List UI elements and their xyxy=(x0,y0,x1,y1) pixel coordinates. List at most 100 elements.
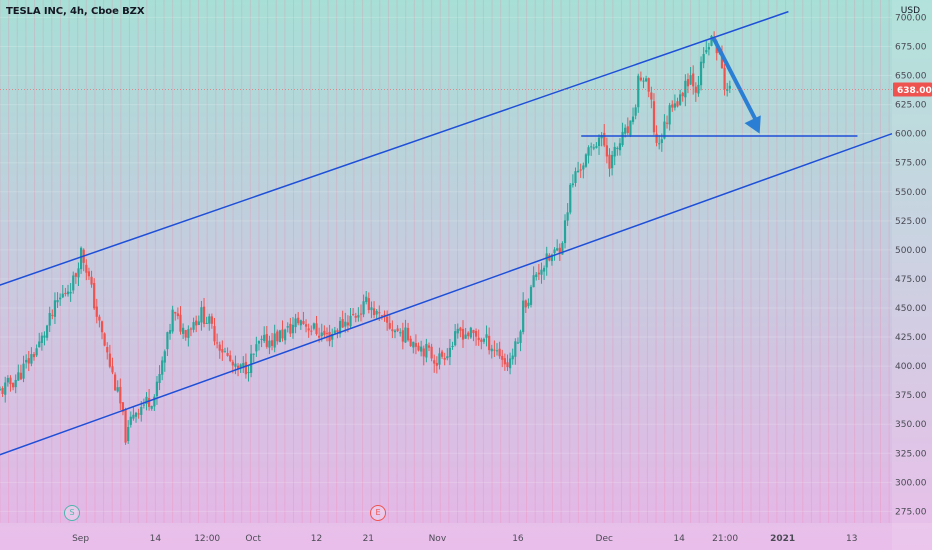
candle-up xyxy=(561,243,564,255)
candle-up xyxy=(158,374,161,383)
candle-down xyxy=(336,330,339,332)
candle-down xyxy=(176,313,179,317)
candle-up xyxy=(485,334,488,338)
candle-up xyxy=(553,249,556,254)
candle-up xyxy=(349,315,352,327)
candle-up xyxy=(247,372,250,374)
candle-down xyxy=(9,377,12,385)
candle-up xyxy=(522,300,525,332)
candle-down xyxy=(108,353,111,367)
x-tick-label: 21:00 xyxy=(712,534,738,544)
candle-down xyxy=(11,382,15,388)
candle-down xyxy=(244,361,247,375)
y-tick-label: 600.00 xyxy=(895,130,927,140)
candle-down xyxy=(19,372,23,380)
candle-up xyxy=(566,212,569,221)
candle-down xyxy=(1,388,4,394)
candle-down xyxy=(98,316,101,321)
candle-down xyxy=(396,328,399,332)
candle-up xyxy=(574,171,577,183)
candle-down xyxy=(472,330,475,334)
candle-down xyxy=(380,315,384,317)
candle-up xyxy=(312,323,316,329)
candle-down xyxy=(121,402,125,412)
candle-up xyxy=(451,346,454,348)
candle-up xyxy=(40,335,43,343)
candle-down xyxy=(352,314,355,316)
candle-up xyxy=(242,363,245,367)
candle-down xyxy=(401,330,404,342)
candle-up xyxy=(660,139,663,143)
candle-down xyxy=(378,312,381,314)
candle-down xyxy=(137,413,140,415)
candle-up xyxy=(699,61,703,86)
y-tick-label: 500.00 xyxy=(895,246,927,256)
x-tick-label: 14 xyxy=(150,534,162,544)
candle-down xyxy=(501,355,504,360)
candle-down xyxy=(498,348,501,357)
y-tick-label: 375.00 xyxy=(895,391,927,401)
candle-down xyxy=(195,320,198,326)
candle-up xyxy=(490,348,493,352)
candle-up xyxy=(728,85,731,89)
candle-down xyxy=(443,357,446,360)
split-marker-icon[interactable]: S xyxy=(64,505,80,521)
candle-up xyxy=(30,354,33,364)
earnings-marker-icon[interactable]: E xyxy=(370,505,386,521)
candle-down xyxy=(124,409,127,443)
candle-up xyxy=(684,80,687,98)
candle-up xyxy=(569,184,572,213)
candle-down xyxy=(315,323,318,335)
candle-up xyxy=(171,309,174,332)
candle-up xyxy=(511,355,514,360)
candle-down xyxy=(417,345,420,351)
candle-up xyxy=(255,344,258,352)
candle-up xyxy=(514,341,517,357)
x-tick-label: 12:00 xyxy=(194,534,220,544)
candle-up xyxy=(584,154,588,167)
candle-up xyxy=(576,170,580,173)
candle-up xyxy=(132,414,135,419)
candle-down xyxy=(289,323,292,334)
candle-down xyxy=(681,92,684,97)
candle-up xyxy=(404,327,407,343)
candle-down xyxy=(100,321,104,333)
y-tick-label: 300.00 xyxy=(895,478,927,488)
y-tick-label: 425.00 xyxy=(895,333,927,343)
candle-down xyxy=(647,78,650,92)
candle-up xyxy=(250,353,253,373)
currency-label: USD xyxy=(900,6,920,16)
candle-down xyxy=(433,360,436,364)
candle-up xyxy=(362,301,365,315)
candle-down xyxy=(85,264,88,273)
candle-down xyxy=(720,51,724,69)
x-tick-label: 16 xyxy=(512,534,524,544)
candle-up xyxy=(260,338,263,340)
candle-down xyxy=(359,313,363,315)
candle-down xyxy=(103,333,106,346)
candle-up xyxy=(393,330,397,333)
candle-up xyxy=(631,116,635,122)
candle-up xyxy=(571,183,574,186)
candle-up xyxy=(438,353,441,365)
candle-down xyxy=(665,122,669,124)
candle-down xyxy=(655,133,658,143)
candle-up xyxy=(273,333,276,348)
candle-down xyxy=(440,351,444,357)
candle-up xyxy=(69,292,72,294)
candle-down xyxy=(493,349,496,351)
y-tick-label: 475.00 xyxy=(895,275,927,285)
candle-down xyxy=(216,342,219,344)
x-tick-label: 14 xyxy=(673,534,685,544)
y-tick-label: 550.00 xyxy=(895,188,927,198)
candle-up xyxy=(425,343,428,358)
candle-up xyxy=(145,396,148,405)
candle-up xyxy=(205,322,208,324)
candle-down xyxy=(692,73,695,87)
candle-up xyxy=(208,316,211,324)
candle-up xyxy=(344,321,347,327)
x-tick-label: 12 xyxy=(311,534,322,544)
candle-up xyxy=(268,340,271,348)
